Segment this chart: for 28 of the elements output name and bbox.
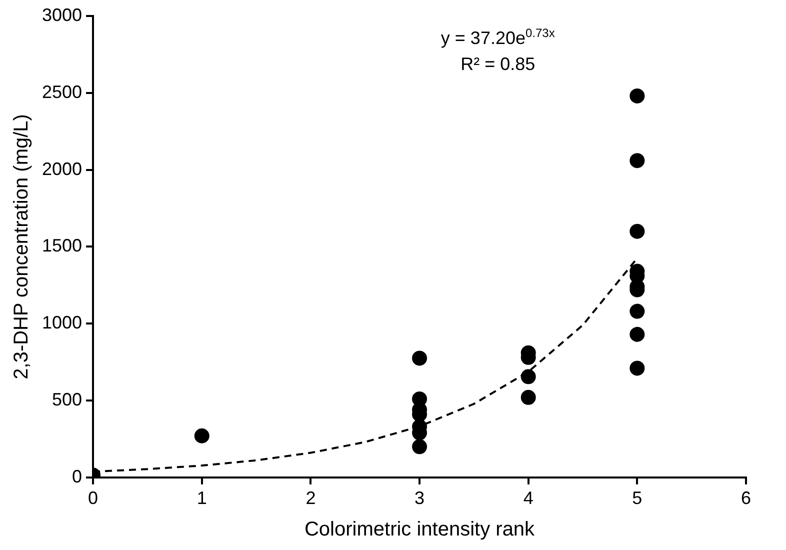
x-tick-label: 0 xyxy=(88,488,98,508)
point xyxy=(520,390,536,405)
point xyxy=(630,88,645,104)
y-tick-label: 2000 xyxy=(42,158,82,179)
x-tick-label: 4 xyxy=(523,488,534,508)
y-tick-label: 0 xyxy=(72,466,82,486)
y-tick-label: 2500 xyxy=(42,82,82,102)
point xyxy=(630,224,645,239)
point xyxy=(194,428,210,444)
point xyxy=(520,369,536,384)
x-tick-label: 6 xyxy=(740,488,752,508)
point xyxy=(630,304,645,319)
point xyxy=(630,326,645,342)
point xyxy=(630,360,645,376)
point xyxy=(412,350,428,366)
point xyxy=(412,439,428,454)
y-tick-label: 1500 xyxy=(42,236,82,256)
y-axis-title: 2,3-DHP concentration (mg/L) xyxy=(10,114,33,380)
annotation: R² = 0.85 xyxy=(460,54,536,74)
x-tick-label: 3 xyxy=(414,488,425,508)
x-tick-label: 5 xyxy=(632,488,642,508)
y-tick-label: 3000 xyxy=(42,4,82,25)
x-tick-label: 2 xyxy=(306,488,316,508)
x-tick-label: 1 xyxy=(196,488,207,508)
x-axis-title: Colorimetric intensity rank xyxy=(304,518,536,541)
point xyxy=(630,153,645,168)
y-tick-label: 500 xyxy=(52,389,82,410)
y-tick-label: 1000 xyxy=(42,312,82,333)
